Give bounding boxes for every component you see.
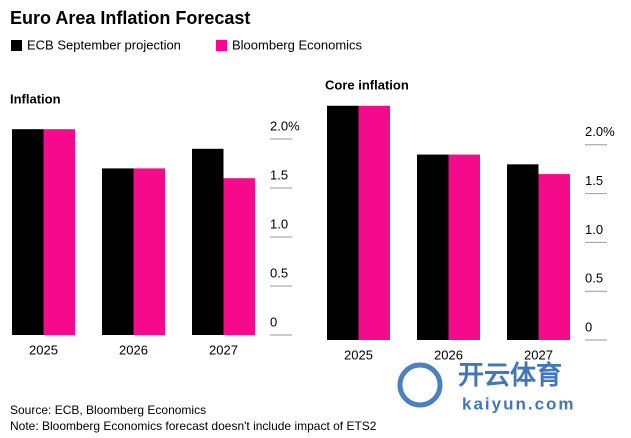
bar: [223, 178, 255, 335]
y-tick-label: 0.5: [270, 265, 288, 280]
y-tick-label: 2.0%: [270, 118, 300, 133]
x-tick-label: 2026: [434, 347, 463, 362]
bar: [327, 105, 359, 340]
legend-swatch: [216, 40, 227, 51]
y-tick-label: 1.0: [585, 222, 603, 237]
x-tick-label: 2027: [209, 342, 238, 357]
bar: [538, 174, 570, 340]
x-tick-label: 2025: [344, 347, 373, 362]
watermark-logo: [397, 362, 443, 408]
x-tick-label: 2027: [524, 347, 553, 362]
y-tick-label: 1.5: [585, 173, 603, 188]
page-title: Euro Area Inflation Forecast: [10, 8, 250, 28]
bar: [358, 105, 390, 340]
y-tick-label: 1.0: [270, 216, 288, 231]
legend-label: Bloomberg Economics: [232, 37, 363, 52]
bar: [43, 129, 75, 335]
y-tick-label: 1.5: [270, 167, 288, 182]
x-tick-label: 2026: [119, 342, 148, 357]
subplot-title: Core inflation: [325, 77, 409, 92]
note: Note: Bloomberg Economics forecast doesn…: [10, 419, 377, 433]
bar: [192, 148, 224, 335]
bar: [12, 129, 44, 335]
bar: [417, 154, 449, 340]
subplot-title: Inflation: [10, 91, 61, 106]
y-tick-label: 0: [270, 314, 277, 329]
bar: [507, 164, 539, 340]
watermark-site: kaiyun.com: [462, 394, 576, 413]
y-tick-label: 0: [585, 319, 592, 334]
bar: [448, 154, 480, 340]
bar: [133, 168, 165, 335]
watermark-brand: 开云体育: [458, 360, 562, 390]
legend-swatch: [11, 40, 22, 51]
y-tick-label: 0.5: [585, 271, 603, 286]
x-tick-label: 2025: [29, 342, 58, 357]
source: Source: ECB, Bloomberg Economics: [10, 403, 206, 417]
legend-label: ECB September projection: [27, 37, 181, 52]
bar: [102, 168, 134, 335]
y-tick-label: 2.0%: [585, 124, 615, 139]
